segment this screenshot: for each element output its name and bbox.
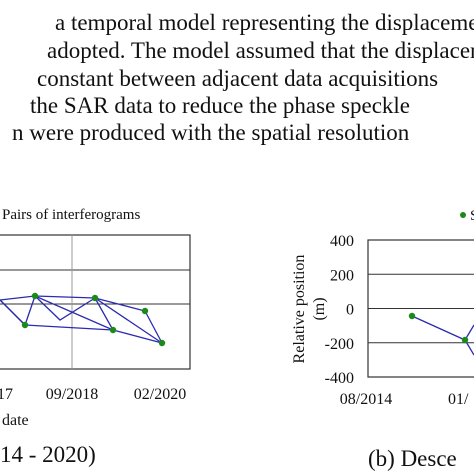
y-tick-label: -200 [325,336,354,353]
legend-label: Pairs of interferograms [2,207,140,223]
acquisition-points [21,292,166,347]
paragraph-line: adopted. The model assumed that the disp… [47,38,474,63]
y-tick-label: 400 [330,233,354,250]
paragraph-line: a temporal model representing the displa… [55,10,474,35]
interferogram-network [411,315,474,356]
x-tick-label: 17 [0,386,13,403]
interferogram-network [0,295,163,344]
x-tick-label: 09/2018 [46,386,98,403]
caption: 14 - 2020) [0,442,96,467]
x-tick-label: 08/2014 [340,391,392,408]
acquisition-points [408,312,469,344]
caption: (b) Desce [368,446,457,471]
paragraph-line: the SAR data to reduce the phase speckle [30,93,410,118]
y-axis-label: (m) [311,297,328,320]
y-tick-label: -400 [325,370,354,387]
x-axis-label: date [2,412,29,429]
legend-label: S [470,208,474,224]
axis-b: -400 -200 0 200 400 [325,233,474,387]
y-tick-label: 0 [346,302,354,319]
paragraph-line: n were produced with the spatial resolut… [12,120,410,145]
plot-frame-a [0,234,191,370]
y-axis-label: Relative position [291,255,308,364]
y-tick-label: 200 [330,267,354,284]
x-tick-label: 02/2020 [134,386,186,403]
legend-marker [460,212,466,218]
paragraph-line: constant between adjacent data acquisiti… [37,66,438,91]
x-tick-label: 01/ [448,391,469,408]
